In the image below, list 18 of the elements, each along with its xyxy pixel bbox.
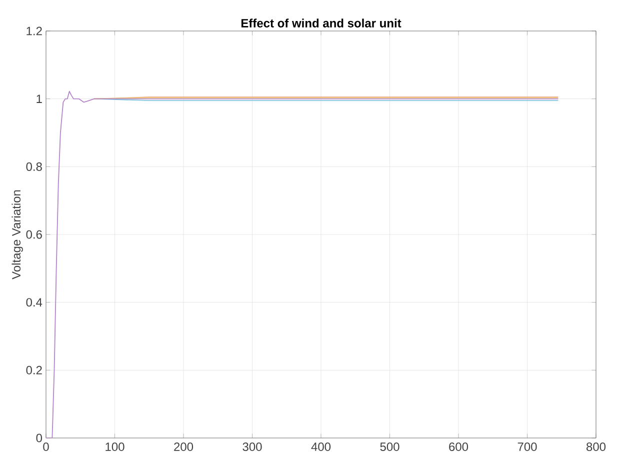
x-tick-label: 600	[449, 442, 468, 452]
y-tick-label: 0.8	[26, 162, 42, 171]
y-tick-label: 0.2	[26, 366, 42, 374]
y-tick-label: 0	[36, 434, 42, 442]
y-tick-label: 1.2	[26, 26, 42, 36]
x-tick-label: 500	[380, 442, 400, 452]
chart-title: Effect of wind and solar unit	[241, 18, 402, 28]
y-axis-title: Voltage Variation	[12, 190, 23, 280]
x-tick-label: 800	[586, 442, 606, 452]
x-tick-label: 100	[106, 442, 124, 452]
x-tick-label: 300	[242, 442, 262, 452]
y-tick-label: 1	[36, 94, 42, 103]
y-tick-label: 0.4	[26, 298, 42, 307]
x-tick-label: 400	[311, 442, 331, 452]
y-tick-label: 0.6	[26, 230, 42, 239]
x-tick-label: 0	[43, 442, 49, 452]
x-tick-label: 700	[518, 442, 537, 452]
x-tick-label: 200	[174, 442, 194, 452]
